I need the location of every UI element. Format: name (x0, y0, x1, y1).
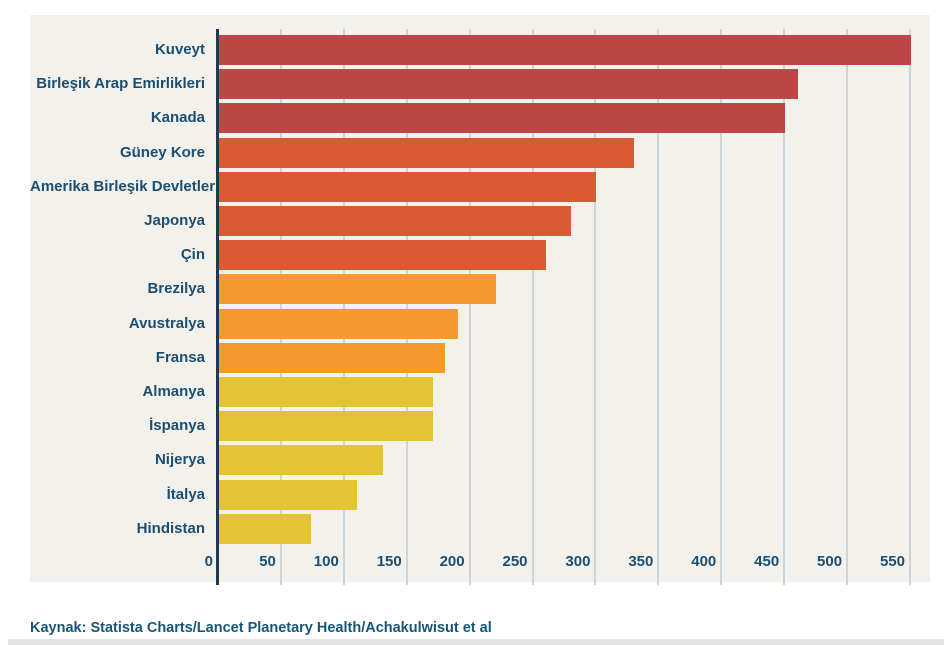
x-tick-label: 400 (691, 553, 717, 570)
bar (219, 342, 446, 373)
category-label: Kanada (150, 109, 205, 127)
category-label: Kuveyt (154, 41, 205, 58)
bar (219, 513, 311, 544)
x-tick-label: 0 (204, 553, 213, 570)
gridline-450 (783, 29, 786, 585)
bar-row: Birleşik Arap Emirlikleri (30, 69, 930, 100)
x-tick-label: 250 (502, 553, 528, 570)
category-label: Japonya (144, 212, 205, 229)
category-label: Hindistan (136, 519, 205, 537)
bottom-strip (8, 639, 944, 645)
gridline-100 (342, 29, 345, 585)
x-tick-label: 300 (565, 553, 591, 570)
source-caption: Kaynak: Statista Charts/Lancet Planetary… (30, 620, 492, 636)
bar-row: Güney Kore (30, 137, 930, 168)
category-label: Birleşik Arap Emirlikleri (36, 75, 205, 93)
category-label: Nijerya (154, 451, 205, 469)
bar-row: İtalya (30, 479, 930, 510)
bar-row: Japonya (30, 206, 930, 236)
category-label: Fransa (155, 348, 205, 366)
category-label: İspanya (149, 417, 205, 435)
bar (219, 240, 547, 271)
bar-row: Kanada (30, 103, 930, 134)
bar-row: Amerika Birleşik Devletleri (30, 171, 930, 202)
bar (219, 69, 798, 100)
bar (219, 206, 572, 236)
category-label: İtalya (166, 485, 205, 503)
bar-row: Brezilya (30, 274, 930, 305)
category-label: Güney Kore (119, 143, 205, 161)
x-tick-label: 350 (628, 553, 654, 570)
bar (219, 479, 358, 510)
gridline-50 (279, 29, 282, 585)
bar-row: Kuveyt (30, 35, 930, 65)
x-tick-label: 100 (313, 553, 339, 570)
gridline-350 (657, 29, 660, 585)
bar (219, 377, 433, 407)
gridline-300 (594, 29, 597, 585)
gridline-250 (531, 29, 534, 585)
gridline-400 (720, 29, 723, 585)
x-tick-label: 550 (879, 553, 905, 570)
bar-row: Nijerya (30, 445, 930, 476)
bar (219, 274, 496, 305)
bar-row: Hindistan (30, 513, 930, 544)
category-label: Brezilya (147, 280, 205, 298)
category-label: Amerika Birleşik Devletleri (30, 177, 220, 195)
category-label: Çin (180, 246, 205, 264)
bar (219, 445, 383, 476)
x-tick-label: 150 (376, 553, 402, 570)
gridline-200 (468, 29, 471, 585)
gridline-500 (846, 29, 849, 585)
plot-area: Kuveyt Birleşik Arap Emirlikleri Kanada Gün… (30, 15, 930, 585)
x-tick-label: 450 (754, 553, 780, 570)
bar (219, 137, 635, 168)
bar (219, 411, 433, 442)
bar-row: Almanya (30, 377, 930, 407)
category-label: Almanya (142, 383, 205, 400)
bar-row: Fransa (30, 342, 930, 373)
x-tick-label: 200 (439, 553, 465, 570)
bar (219, 308, 459, 339)
bar (219, 35, 911, 65)
bar (219, 103, 786, 134)
bar-row: İspanya (30, 411, 930, 442)
bar (219, 171, 597, 202)
category-label: Avustralya (128, 314, 205, 332)
x-tick-label: 50 (259, 553, 276, 570)
bar-row: Çin (30, 240, 930, 271)
bar-row: Avustralya (30, 308, 930, 339)
y-axis-line (216, 29, 219, 585)
gridline-550 (909, 29, 911, 585)
x-tick-label: 500 (817, 553, 843, 570)
gridline-150 (405, 29, 408, 585)
